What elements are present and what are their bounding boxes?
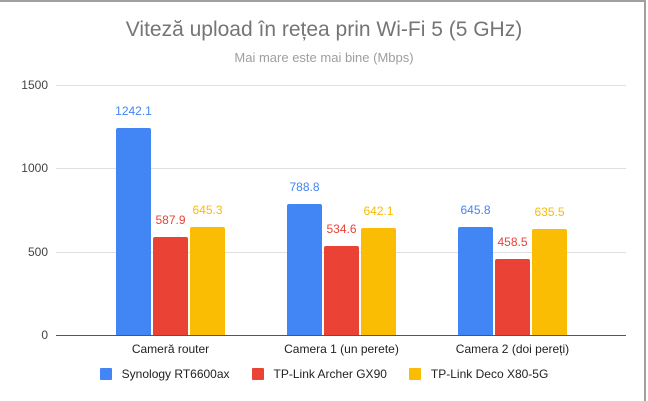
legend-item: TP-Link Deco X80-5G <box>408 367 549 381</box>
chart-subtitle: Mai mare este mai bine (Mbps) <box>234 50 414 65</box>
legend-item: Synology RT6600ax <box>99 367 230 381</box>
data-label: 1242.1 <box>115 104 152 118</box>
bar <box>116 128 151 335</box>
y-tick-label: 0 <box>41 328 48 342</box>
chart-title: Viteză upload în rețea prin Wi-Fi 5 (5 G… <box>125 18 523 41</box>
gridline <box>56 85 626 86</box>
data-label: 635.5 <box>534 205 565 219</box>
bar <box>532 229 567 335</box>
bar <box>287 204 322 335</box>
data-label: 587.9 <box>155 213 186 227</box>
bar <box>190 227 225 335</box>
legend-item: TP-Link Archer GX90 <box>251 367 387 381</box>
bar <box>458 227 493 335</box>
y-tick-label: 500 <box>27 245 48 259</box>
bar <box>361 228 396 335</box>
gridline <box>56 168 626 169</box>
data-label: 642.1 <box>363 204 394 218</box>
bar <box>324 246 359 335</box>
legend-swatch-icon <box>99 368 112 380</box>
data-label: 645.3 <box>192 203 223 217</box>
legend-swatch-icon <box>251 368 264 380</box>
x-tick-label: Cameră router <box>131 342 210 356</box>
y-tick-label: 1000 <box>21 161 48 175</box>
legend-swatch-icon <box>408 368 421 380</box>
bar <box>495 259 530 335</box>
x-axis-line <box>56 335 626 336</box>
y-tick-label: 1500 <box>21 78 48 92</box>
data-label: 534.6 <box>326 222 357 236</box>
data-label: 645.8 <box>460 203 491 217</box>
legend-label: TP-Link Archer GX90 <box>273 367 387 381</box>
bar <box>153 237 188 335</box>
legend: Synology RT6600ax TP-Link Archer GX90 TP-L… <box>0 367 648 381</box>
x-tick-label: Camera 1 (un perete) <box>284 342 399 356</box>
x-tick-label: Camera 2 (doi pereți) <box>455 342 570 356</box>
legend-label: TP-Link Deco X80-5G <box>430 367 549 381</box>
legend-label: Synology RT6600ax <box>121 367 230 381</box>
data-label: 458.5 <box>497 235 528 249</box>
data-label: 788.8 <box>289 180 320 194</box>
